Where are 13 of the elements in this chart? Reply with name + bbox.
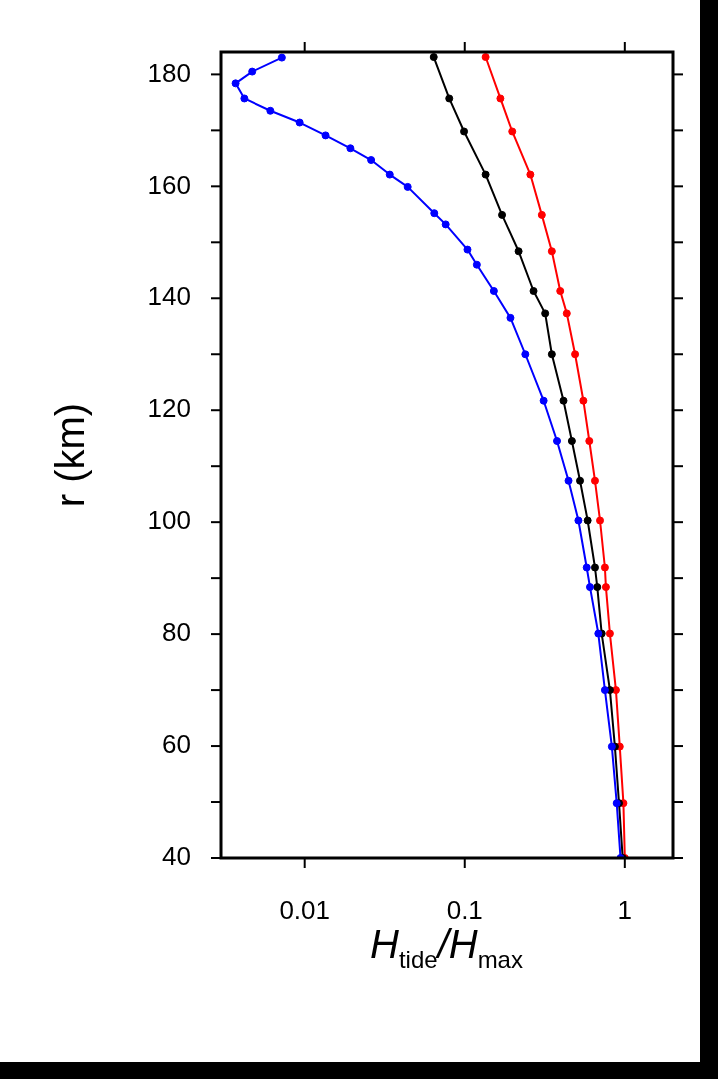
x-axis-title: H$_{tide}$/H$_{max}$ xyxy=(370,922,523,973)
x-tick-label: 0.1 xyxy=(446,894,483,925)
x-tick-label: 0.01 xyxy=(279,894,330,925)
y-tick-label: 160 xyxy=(147,169,191,200)
y-tick-label: 180 xyxy=(147,57,191,88)
y-tick-label: 80 xyxy=(162,617,191,648)
y-tick-label: 120 xyxy=(147,393,191,424)
y-tick-label: 100 xyxy=(147,505,191,536)
y-axis-title: r (km) xyxy=(47,402,93,508)
y-tick-label: 140 xyxy=(147,281,191,312)
x-tick-label: 1 xyxy=(617,894,633,925)
y-tick-label: 60 xyxy=(162,729,191,760)
y-tick-label: 40 xyxy=(162,841,191,872)
